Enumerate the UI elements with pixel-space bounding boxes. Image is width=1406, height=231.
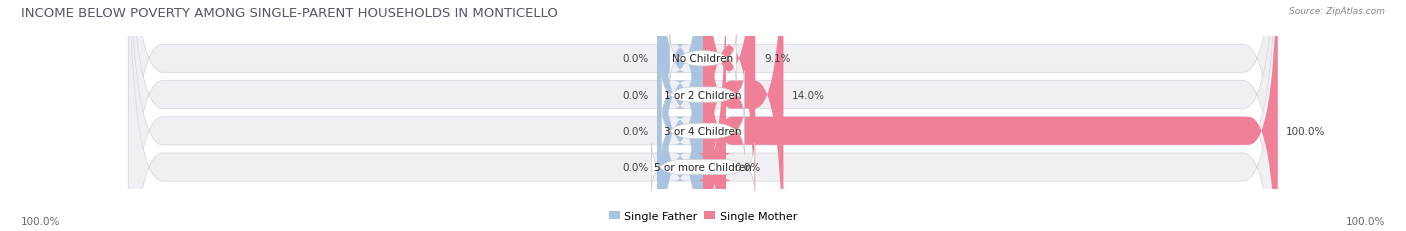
Text: 0.0%: 0.0% bbox=[734, 162, 761, 172]
FancyBboxPatch shape bbox=[128, 0, 1278, 231]
FancyBboxPatch shape bbox=[128, 0, 1278, 231]
FancyBboxPatch shape bbox=[703, 0, 1278, 231]
Text: 100.0%: 100.0% bbox=[1346, 216, 1385, 226]
FancyBboxPatch shape bbox=[128, 0, 1278, 231]
Text: 3 or 4 Children: 3 or 4 Children bbox=[664, 126, 742, 136]
FancyBboxPatch shape bbox=[697, 0, 731, 231]
Text: 9.1%: 9.1% bbox=[763, 54, 790, 64]
Text: 14.0%: 14.0% bbox=[792, 90, 825, 100]
FancyBboxPatch shape bbox=[657, 0, 703, 231]
Text: No Children: No Children bbox=[672, 54, 734, 64]
Text: INCOME BELOW POVERTY AMONG SINGLE-PARENT HOUSEHOLDS IN MONTICELLO: INCOME BELOW POVERTY AMONG SINGLE-PARENT… bbox=[21, 7, 558, 20]
Text: 5 or more Children: 5 or more Children bbox=[654, 162, 752, 172]
FancyBboxPatch shape bbox=[703, 0, 783, 231]
FancyBboxPatch shape bbox=[657, 0, 703, 231]
Text: Source: ZipAtlas.com: Source: ZipAtlas.com bbox=[1289, 7, 1385, 16]
Text: 0.0%: 0.0% bbox=[623, 54, 648, 64]
FancyBboxPatch shape bbox=[703, 0, 755, 231]
FancyBboxPatch shape bbox=[657, 0, 703, 231]
Text: 0.0%: 0.0% bbox=[623, 162, 648, 172]
Text: 0.0%: 0.0% bbox=[623, 90, 648, 100]
FancyBboxPatch shape bbox=[657, 0, 703, 231]
FancyBboxPatch shape bbox=[128, 0, 1278, 231]
Text: 100.0%: 100.0% bbox=[21, 216, 60, 226]
Text: 0.0%: 0.0% bbox=[623, 126, 648, 136]
Text: 100.0%: 100.0% bbox=[1286, 126, 1326, 136]
Text: 1 or 2 Children: 1 or 2 Children bbox=[664, 90, 742, 100]
Legend: Single Father, Single Mother: Single Father, Single Mother bbox=[605, 207, 801, 225]
